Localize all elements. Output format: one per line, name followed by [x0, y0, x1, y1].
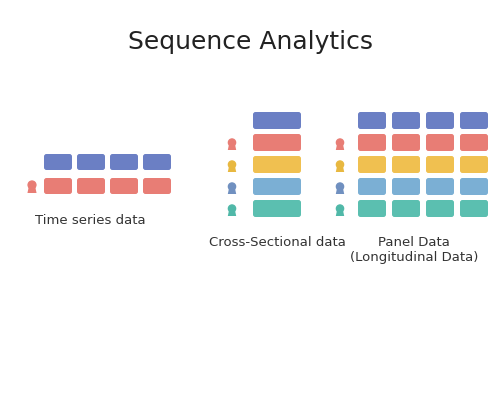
- FancyBboxPatch shape: [392, 156, 420, 173]
- Polygon shape: [336, 210, 344, 216]
- FancyBboxPatch shape: [77, 178, 105, 194]
- FancyBboxPatch shape: [426, 178, 454, 195]
- Polygon shape: [228, 188, 236, 194]
- FancyBboxPatch shape: [460, 200, 488, 217]
- FancyBboxPatch shape: [426, 112, 454, 129]
- FancyBboxPatch shape: [426, 200, 454, 217]
- FancyBboxPatch shape: [358, 112, 386, 129]
- Circle shape: [336, 161, 344, 168]
- Polygon shape: [336, 166, 344, 172]
- Polygon shape: [336, 144, 344, 150]
- Polygon shape: [228, 166, 236, 172]
- FancyBboxPatch shape: [426, 134, 454, 151]
- Circle shape: [228, 183, 235, 190]
- Circle shape: [336, 205, 344, 212]
- Polygon shape: [336, 188, 344, 194]
- Text: Panel Data
(Longitudinal Data): Panel Data (Longitudinal Data): [350, 236, 478, 264]
- FancyBboxPatch shape: [44, 178, 72, 194]
- FancyBboxPatch shape: [253, 134, 301, 151]
- Polygon shape: [228, 210, 236, 216]
- Circle shape: [336, 183, 344, 190]
- FancyBboxPatch shape: [253, 200, 301, 217]
- FancyBboxPatch shape: [358, 156, 386, 173]
- FancyBboxPatch shape: [460, 134, 488, 151]
- FancyBboxPatch shape: [77, 154, 105, 170]
- Text: Cross-Sectional data: Cross-Sectional data: [208, 236, 346, 249]
- FancyBboxPatch shape: [460, 178, 488, 195]
- Circle shape: [228, 139, 235, 146]
- FancyBboxPatch shape: [392, 178, 420, 195]
- FancyBboxPatch shape: [110, 178, 138, 194]
- FancyBboxPatch shape: [143, 178, 171, 194]
- Text: Sequence Analytics: Sequence Analytics: [128, 30, 372, 54]
- FancyBboxPatch shape: [392, 200, 420, 217]
- FancyBboxPatch shape: [143, 154, 171, 170]
- Circle shape: [28, 181, 36, 189]
- Circle shape: [228, 205, 235, 212]
- Polygon shape: [28, 186, 36, 193]
- FancyBboxPatch shape: [460, 156, 488, 173]
- FancyBboxPatch shape: [358, 134, 386, 151]
- Text: Time series data: Time series data: [34, 214, 146, 227]
- FancyBboxPatch shape: [253, 156, 301, 173]
- Circle shape: [336, 139, 344, 146]
- FancyBboxPatch shape: [358, 178, 386, 195]
- Circle shape: [228, 161, 235, 168]
- FancyBboxPatch shape: [460, 112, 488, 129]
- FancyBboxPatch shape: [44, 154, 72, 170]
- FancyBboxPatch shape: [253, 112, 301, 129]
- FancyBboxPatch shape: [358, 200, 386, 217]
- FancyBboxPatch shape: [426, 156, 454, 173]
- FancyBboxPatch shape: [392, 112, 420, 129]
- FancyBboxPatch shape: [392, 134, 420, 151]
- Polygon shape: [228, 144, 236, 150]
- FancyBboxPatch shape: [110, 154, 138, 170]
- FancyBboxPatch shape: [253, 178, 301, 195]
